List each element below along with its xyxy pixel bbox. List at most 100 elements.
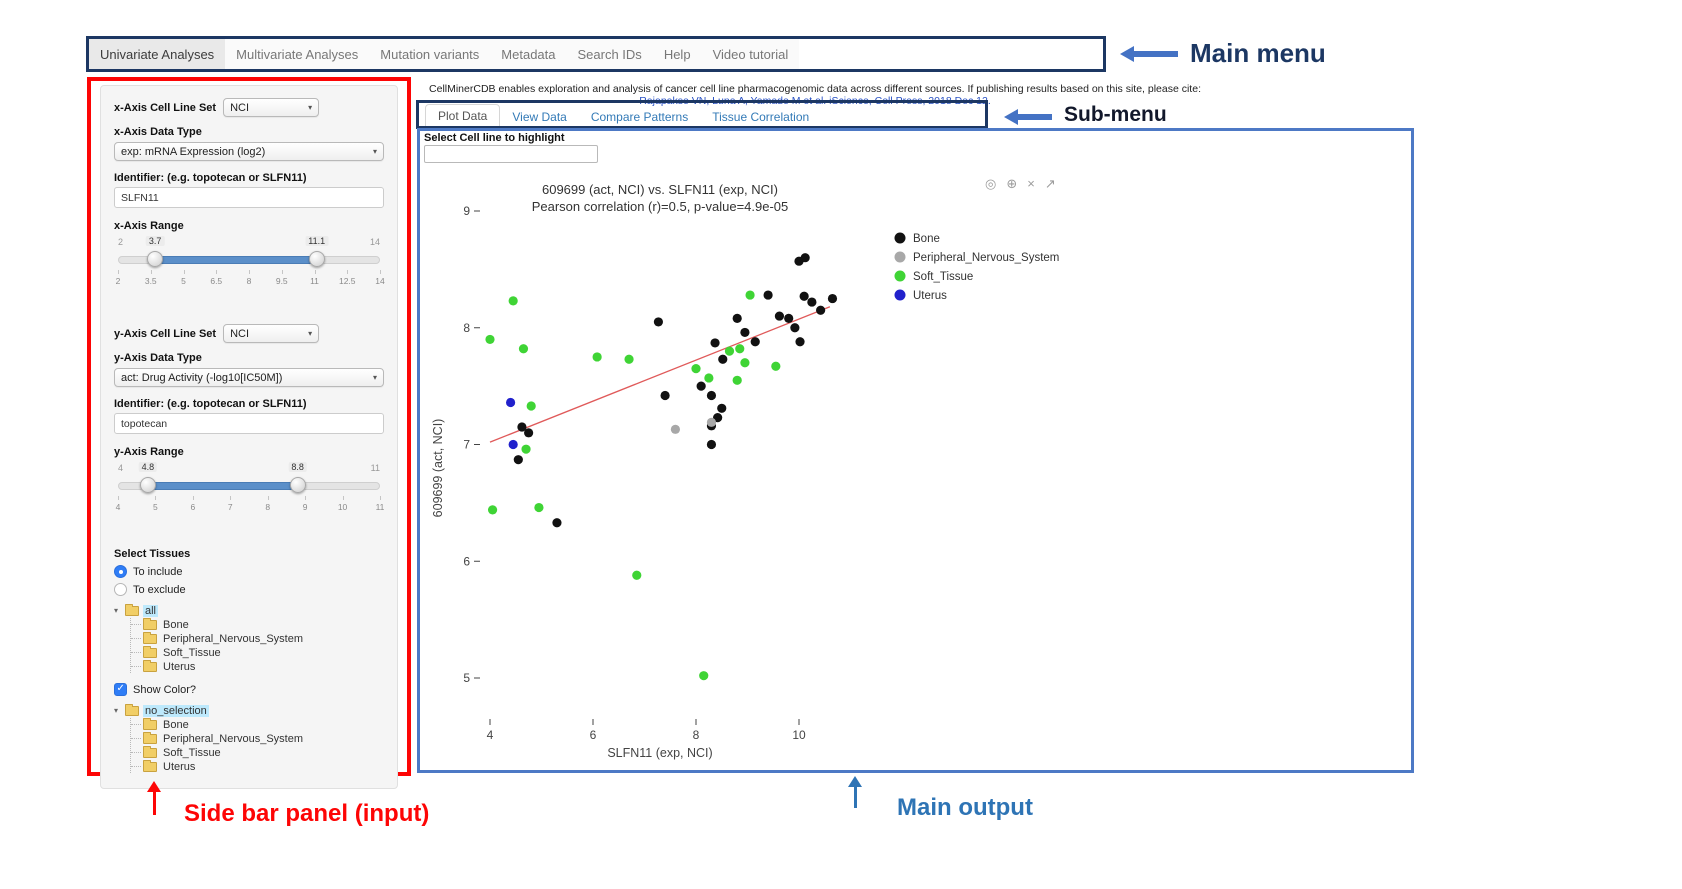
close-icon[interactable]: × bbox=[1027, 176, 1035, 191]
main-menu-item-metadata[interactable]: Metadata bbox=[501, 46, 556, 62]
legend-marker-soft-tissue[interactable] bbox=[894, 270, 906, 282]
scatter-point-soft-tissue[interactable] bbox=[526, 401, 536, 411]
scatter-point-bone[interactable] bbox=[800, 253, 810, 263]
scatter-point-soft-tissue[interactable] bbox=[518, 344, 529, 354]
x-axis-cell-line-set-select[interactable]: NCI ▾ bbox=[223, 98, 320, 117]
slider-handle-to[interactable] bbox=[289, 477, 306, 493]
scatter-point-soft-tissue[interactable] bbox=[724, 346, 735, 356]
tab-compare-patterns[interactable]: Compare Patterns bbox=[590, 110, 689, 124]
legend-marker-peripheral-nervous-system[interactable] bbox=[894, 251, 906, 263]
tree-node-bone[interactable]: Bone bbox=[131, 717, 384, 731]
scatter-point-soft-tissue[interactable] bbox=[735, 344, 745, 354]
y-axis-cell-line-set-select[interactable]: NCI ▾ bbox=[223, 324, 320, 343]
tree-node-bone[interactable]: Bone bbox=[131, 617, 384, 631]
scatter-plot[interactable]: 609699 (act, NCI) vs. SLFN11 (exp, NCI) P… bbox=[430, 168, 1080, 768]
cell-line-highlight-input[interactable] bbox=[424, 145, 598, 163]
scatter-point-soft-tissue[interactable] bbox=[771, 361, 781, 371]
slider-fill[interactable] bbox=[155, 256, 317, 264]
tree-node-soft-tissue[interactable]: Soft_Tissue bbox=[131, 745, 384, 759]
autoscale-icon[interactable]: ↗ bbox=[1044, 176, 1056, 191]
scatter-point-soft-tissue[interactable] bbox=[624, 354, 634, 364]
legend-label-bone[interactable]: Bone bbox=[913, 233, 940, 245]
radio-to-exclude[interactable]: To exclude bbox=[114, 583, 384, 596]
show-color-checkbox-row[interactable]: Show Color? bbox=[114, 683, 384, 696]
scatter-point-bone[interactable] bbox=[827, 293, 838, 304]
scatter-point-bone[interactable] bbox=[774, 311, 785, 321]
main-menu-item-search-ids[interactable]: Search IDs bbox=[577, 46, 642, 62]
scatter-point-bone[interactable] bbox=[710, 338, 720, 348]
scatter-point-soft-tissue[interactable] bbox=[699, 671, 709, 681]
caret-down-icon[interactable]: ▾ bbox=[114, 606, 119, 615]
tab-plot-data[interactable]: Plot Data bbox=[425, 104, 501, 128]
tab-tissue-correlation[interactable]: Tissue Correlation bbox=[712, 110, 810, 124]
scatter-point-bone[interactable] bbox=[660, 390, 670, 401]
scatter-point-soft-tissue[interactable] bbox=[487, 505, 498, 515]
radio-icon[interactable] bbox=[114, 565, 127, 578]
main-menu-item-multivariate-analyses[interactable]: Multivariate Analyses bbox=[236, 46, 359, 62]
main-menu-item-video-tutorial[interactable]: Video tutorial bbox=[712, 46, 789, 62]
scatter-point-bone[interactable] bbox=[732, 313, 742, 324]
scatter-point-bone[interactable] bbox=[717, 403, 727, 413]
scatter-point-soft-tissue[interactable] bbox=[632, 570, 642, 580]
tree-node-soft-tissue[interactable]: Soft_Tissue bbox=[131, 645, 384, 659]
scatter-point-soft-tissue[interactable] bbox=[485, 334, 495, 345]
tree-node-uterus[interactable]: Uterus bbox=[131, 659, 384, 673]
scatter-point-soft-tissue[interactable] bbox=[704, 373, 714, 383]
x-axis-range-slider[interactable]: 2 14 3.7 11.1 2 3.5 5 6.5 8 9.5 11 12.5 14 bbox=[116, 236, 385, 298]
scatter-point-soft-tissue[interactable] bbox=[740, 358, 750, 368]
slider-fill[interactable] bbox=[147, 482, 298, 490]
caret-down-icon[interactable]: ▾ bbox=[114, 706, 119, 715]
main-menu-item-help[interactable]: Help bbox=[663, 46, 691, 62]
scatter-point-bone[interactable] bbox=[799, 291, 809, 301]
radio-icon[interactable] bbox=[114, 583, 127, 596]
scatter-point-soft-tissue[interactable] bbox=[508, 296, 518, 306]
scatter-point-soft-tissue[interactable] bbox=[691, 364, 701, 374]
scatter-point-soft-tissue[interactable] bbox=[592, 352, 602, 362]
tree-node-no-selection[interactable]: ▾ no_selection bbox=[114, 703, 384, 717]
main-menu-item-mutation-variants[interactable]: Mutation variants bbox=[380, 46, 480, 62]
slider-handle-from[interactable] bbox=[147, 251, 164, 267]
scatter-point-bone[interactable] bbox=[552, 518, 562, 528]
scatter-point-bone[interactable] bbox=[718, 354, 728, 364]
scatter-point-bone[interactable] bbox=[763, 290, 773, 300]
legend-marker-bone[interactable] bbox=[894, 232, 906, 244]
scatter-point-soft-tissue[interactable] bbox=[745, 290, 755, 300]
scatter-point-uterus[interactable] bbox=[506, 397, 516, 408]
main-menu-item-univariate-analyses[interactable]: Univariate Analyses bbox=[89, 39, 226, 69]
legend-label-uterus[interactable]: Uterus bbox=[913, 290, 947, 302]
scatter-point-bone[interactable] bbox=[653, 317, 664, 327]
radio-to-include[interactable]: To include bbox=[114, 565, 384, 578]
scatter-point-bone[interactable] bbox=[790, 323, 800, 333]
tree-node-all[interactable]: ▾ all bbox=[114, 603, 384, 617]
legend-marker-uterus[interactable] bbox=[894, 289, 906, 301]
scatter-point-bone[interactable] bbox=[517, 422, 527, 432]
scatter-point-soft-tissue[interactable] bbox=[521, 444, 531, 454]
scatter-point-bone[interactable] bbox=[750, 337, 760, 347]
scatter-point-bone[interactable] bbox=[524, 428, 534, 438]
scatter-point-soft-tissue[interactable] bbox=[534, 502, 544, 513]
slider-handle-from[interactable] bbox=[139, 477, 156, 493]
tree-node-peripheral-nervous-system[interactable]: Peripheral_Nervous_System bbox=[131, 631, 384, 645]
scatter-point-bone[interactable] bbox=[795, 337, 805, 347]
scatter-point-bone[interactable] bbox=[816, 305, 826, 315]
scatter-point-soft-tissue[interactable] bbox=[732, 375, 742, 385]
checkbox-icon[interactable] bbox=[114, 683, 127, 696]
tree-node-peripheral-nervous-system[interactable]: Peripheral_Nervous_System bbox=[131, 731, 384, 745]
scatter-point-bone[interactable] bbox=[696, 381, 706, 391]
tab-view-data[interactable]: View Data bbox=[512, 110, 567, 124]
legend-label-soft-tissue[interactable]: Soft_Tissue bbox=[913, 271, 973, 283]
camera-icon[interactable]: ◎ bbox=[985, 176, 997, 191]
y-axis-range-slider[interactable]: 4 11 4.8 8.8 4 5 6 7 8 9 10 11 bbox=[116, 462, 384, 524]
scatter-point-bone[interactable] bbox=[784, 313, 794, 324]
x-axis-data-type-select[interactable]: exp: mRNA Expression (log2) ▾ bbox=[114, 142, 384, 161]
scatter-point-bone[interactable] bbox=[706, 439, 717, 450]
scatter-point-bone[interactable] bbox=[807, 297, 817, 307]
scatter-point-bone[interactable] bbox=[740, 327, 750, 338]
slider-handle-to[interactable] bbox=[308, 251, 325, 267]
zoom-in-icon[interactable]: ⊕ bbox=[1006, 176, 1018, 191]
legend-label-peripheral-nervous-system[interactable]: Peripheral_Nervous_System bbox=[913, 252, 1059, 264]
scatter-point-bone[interactable] bbox=[706, 390, 717, 401]
scatter-point-uterus[interactable] bbox=[508, 439, 518, 450]
tree-node-uterus[interactable]: Uterus bbox=[131, 759, 384, 773]
x-axis-identifier-input[interactable] bbox=[114, 187, 384, 208]
